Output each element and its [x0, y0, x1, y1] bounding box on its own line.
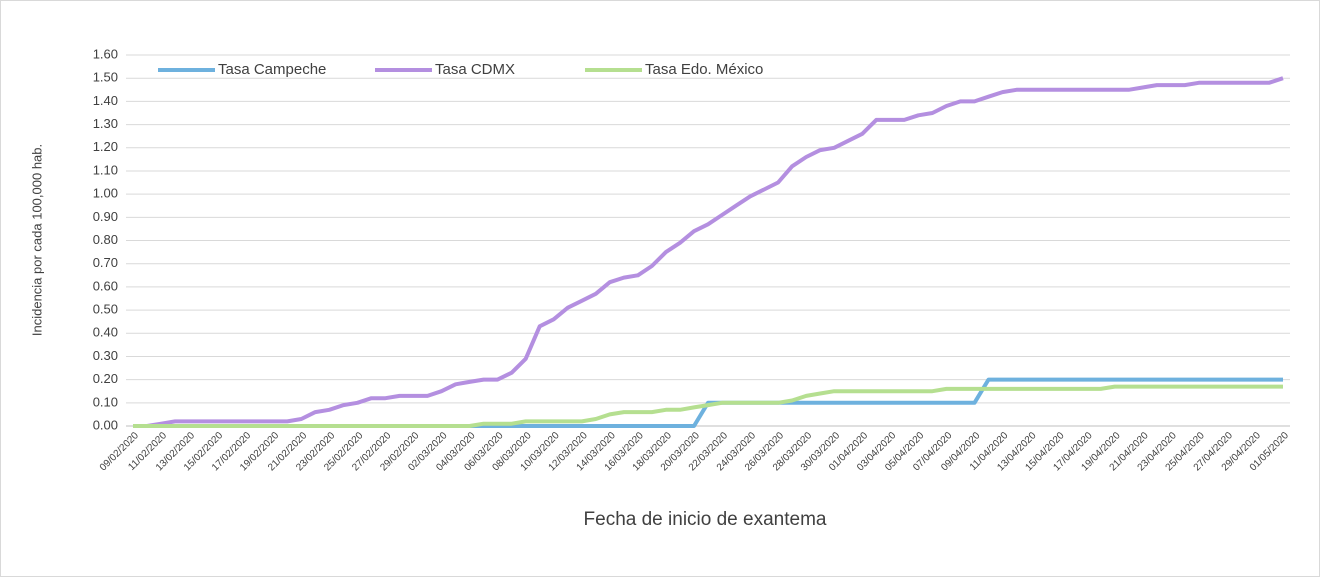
data-line: [133, 76, 1284, 428]
y-tick-label: 0.90: [93, 209, 118, 224]
y-tick-label: 1.50: [93, 70, 118, 85]
y-tick-label: 1.20: [93, 139, 118, 154]
y-tick-label: 0.10: [93, 394, 118, 409]
legend-label: Tasa Edo. México: [645, 61, 763, 78]
y-tick-label: 1.10: [93, 162, 118, 177]
y-tick-label: 0.80: [93, 232, 118, 247]
y-tick-label: 0.20: [93, 371, 118, 386]
y-tick-label: 0.70: [93, 255, 118, 270]
y-tick-label: 0.00: [93, 417, 118, 432]
data-line: [133, 384, 1283, 428]
legend-label: Tasa CDMX: [435, 61, 515, 78]
legend-label: Tasa Campeche: [218, 61, 326, 78]
y-tick-label: 0.40: [93, 325, 118, 340]
y-tick-label: 0.30: [93, 348, 118, 363]
y-axis-title: Incidencia por cada 100,000 hab.: [29, 144, 44, 336]
y-tick-label: 0.50: [93, 302, 118, 317]
y-tick-label: 0.60: [93, 278, 118, 293]
y-tick-label: 1.30: [93, 116, 118, 131]
x-axis-title: Fecha de inicio de exantema: [584, 509, 827, 530]
y-tick-label: 1.40: [93, 93, 118, 108]
y-tick-label: 1.60: [93, 46, 118, 61]
y-tick-label: 1.00: [93, 186, 118, 201]
